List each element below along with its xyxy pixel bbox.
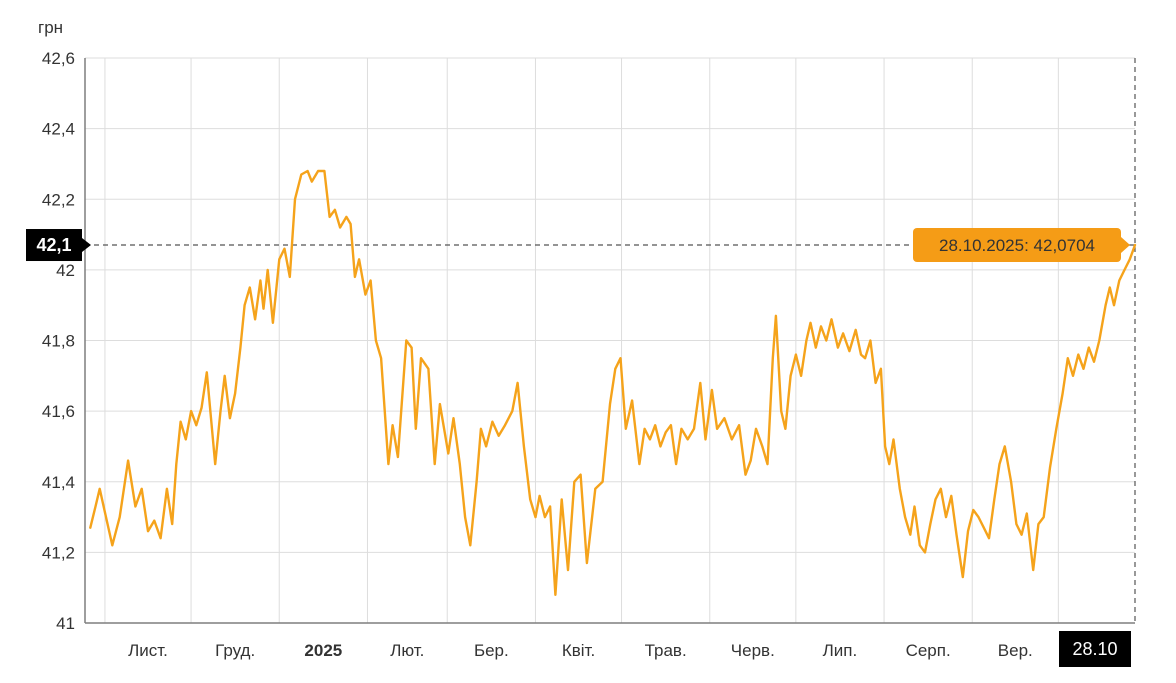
y-tick-label: 41,8 [42,332,75,351]
x-axis-month-labels: Лист. Груд. 2025 Лют. Бер. Квіт. Трав. Черв. Лип… [128,641,1033,660]
end-badge-label: 28.10 [1072,639,1117,659]
month-label: Лип. [823,641,858,660]
tooltip: 28.10.2025: 42,0704 [913,228,1130,263]
y-tick-label: 41 [56,614,75,633]
current-value-badge: 42,1 [26,229,91,262]
value-badge-box [26,229,82,262]
end-badge-box [1059,631,1131,667]
month-label: Бер. [474,641,509,660]
series-line [89,169,1137,596]
y-tick-label: 41,6 [42,402,75,421]
y-tick-label: 42,4 [42,120,75,139]
tooltip-box [913,228,1121,263]
end-date-badge: 28.10 [1059,631,1131,667]
month-label: 2025 [304,641,342,660]
y-axis-tick-labels: 42,6 42,4 42,2 42 41,8 41,6 41,4 41,2 41 [42,49,75,633]
month-label: Квіт. [562,641,595,660]
y-tick-label: 42,2 [42,190,75,209]
month-label: Серп. [906,641,951,660]
y-tick-label: 42,6 [42,49,75,68]
month-label: Черв. [731,641,775,660]
y-tick-label: 42 [56,261,75,280]
value-badge-pointer [82,238,91,253]
y-axis-unit-label: грн [38,18,63,37]
month-label: Вер. [998,641,1033,660]
month-label: Трав. [645,641,687,660]
y-tick-label: 41,2 [42,543,75,562]
y-tick-label: 41,4 [42,473,75,492]
series [89,169,1137,596]
month-label: Груд. [215,641,255,660]
month-label: Лют. [390,641,424,660]
month-label: Лист. [128,641,168,660]
tooltip-pointer [1121,237,1130,254]
gridlines [85,57,1135,624]
tooltip-label: 28.10.2025: 42,0704 [939,236,1095,255]
y-axis-unit: грн [38,18,63,37]
axes [84,58,1135,624]
value-badge-label: 42,1 [36,235,71,255]
